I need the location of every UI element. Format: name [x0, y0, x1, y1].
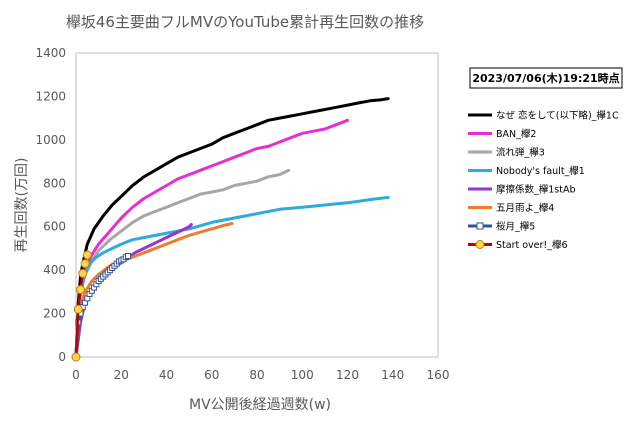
- legend-item: Start over!_欅6: [468, 240, 568, 251]
- legend-label: Nobody's fault_欅1: [496, 166, 585, 177]
- legend-label: 五月雨よ_欅4: [496, 203, 554, 214]
- legend-label: Start over!_欅6: [496, 240, 568, 251]
- y-tick-label: 1000: [35, 133, 66, 147]
- legend-label: 流れ弾_欅3: [496, 147, 545, 159]
- series-line: [74, 118, 349, 359]
- y-tick-label: 600: [43, 220, 66, 234]
- legend: なぜ 恋をして(以下略)_欅1C BAN_欅2 流れ弾_欅3 Nobody's fau…: [468, 110, 619, 251]
- timestamp-label: 2023/07/06(木)19:21時点: [472, 71, 619, 85]
- y-tick-label: 200: [43, 307, 66, 321]
- y-tick-label: 0: [58, 350, 66, 364]
- legend-item: BAN_欅2: [468, 129, 536, 140]
- x-tick-label: 100: [291, 368, 314, 382]
- x-tick-label: 120: [336, 368, 359, 382]
- x-axis: 0 20 40 60 80 100 120 140 160: [72, 368, 449, 382]
- legend-label: 桜月_欅5: [496, 221, 535, 233]
- series-line: [74, 195, 390, 359]
- data-point-circle: [73, 304, 83, 314]
- x-axis-title: MV公開後経過週数(w): [189, 397, 331, 413]
- timestamp-box: 2023/07/06(木)19:21時点: [469, 67, 623, 89]
- series-group: [74, 222, 234, 359]
- x-tick-label: 160: [427, 368, 450, 382]
- y-axis-title: 再生回数(万回): [14, 158, 30, 253]
- x-tick-label: 20: [114, 368, 129, 382]
- data-point-circle: [76, 285, 86, 295]
- legend-item: Nobody's fault_欅1: [468, 166, 585, 177]
- legend-item: なぜ 恋をして(以下略)_欅1C: [468, 110, 619, 122]
- data-point-circle: [82, 250, 92, 260]
- y-tick-label: 800: [43, 176, 66, 190]
- legend-item: 摩擦係数_欅1stAb: [468, 184, 576, 196]
- data-point-circle: [78, 268, 88, 278]
- x-tick-label: 60: [204, 368, 219, 382]
- legend-marker: [475, 240, 485, 249]
- series-line: [74, 222, 234, 359]
- series-layer: [71, 97, 390, 362]
- legend-label: BAN_欅2: [496, 129, 536, 140]
- legend-label: 摩擦係数_欅1stAb: [496, 184, 576, 196]
- x-tick-label: 140: [381, 368, 404, 382]
- x-tick-label: 80: [249, 368, 264, 382]
- legend-marker: [476, 222, 484, 230]
- legend-item: 桜月_欅5: [468, 221, 535, 233]
- data-point-circle: [80, 259, 90, 269]
- chart-title: 欅坂46主要曲フルMVのYouTube累計再生回数の推移: [66, 13, 424, 31]
- x-tick-label: 0: [72, 368, 80, 382]
- legend-label: なぜ 恋をして(以下略)_欅1C: [496, 110, 619, 122]
- series-group: [71, 250, 92, 362]
- series-line: [74, 97, 390, 359]
- y-axis: 0 200 400 600 800 1000 1200 1400: [35, 46, 66, 364]
- series-group: [74, 195, 390, 359]
- timestamp-frame: [469, 67, 623, 89]
- series-group: [74, 97, 390, 359]
- y-tick-label: 1200: [35, 89, 66, 103]
- data-point-square: [125, 253, 132, 260]
- legend-item: 五月雨よ_欅4: [468, 203, 554, 214]
- y-tick-label: 1400: [35, 46, 66, 60]
- y-tick-label: 400: [43, 263, 66, 277]
- legend-item: 流れ弾_欅3: [468, 147, 545, 159]
- x-tick-label: 40: [159, 368, 174, 382]
- data-point-circle: [71, 352, 81, 362]
- series-group: [74, 118, 349, 359]
